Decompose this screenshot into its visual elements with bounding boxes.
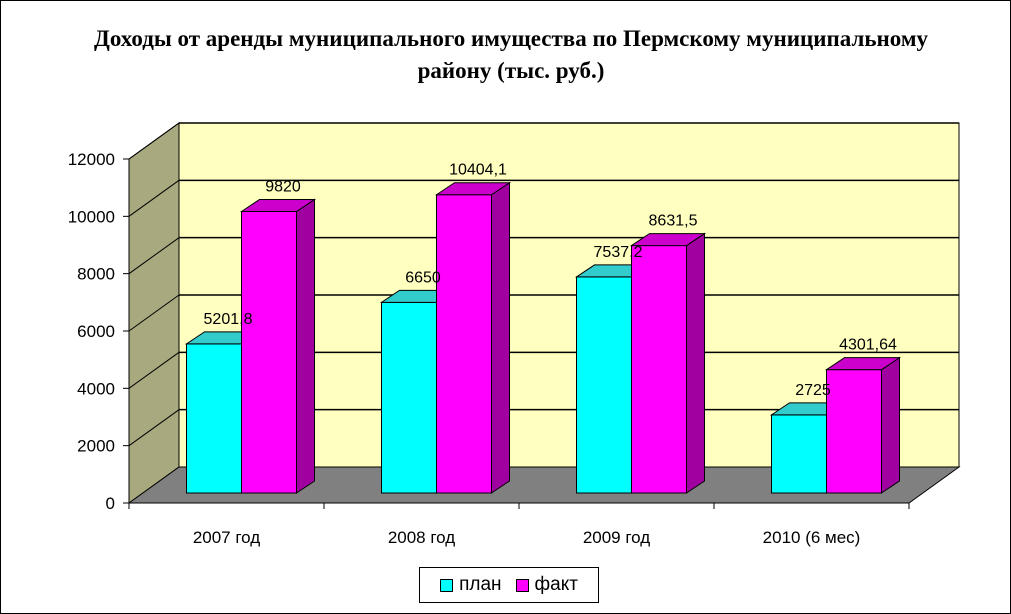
data-label-plan-0: 5201,8	[204, 311, 253, 328]
y-tick-label: 0	[106, 494, 115, 513]
bar-fact-2	[631, 245, 687, 494]
data-label-fact-1: 10404,1	[449, 162, 507, 179]
data-label-fact-2: 8631,5	[649, 213, 698, 230]
y-tick-label: 12000	[68, 150, 115, 169]
data-label-plan-3: 2725	[795, 382, 831, 399]
legend-label-plan: план	[459, 574, 502, 595]
legend-item-fact: факт	[515, 574, 578, 596]
x-tick-label: 2009 год	[583, 528, 650, 547]
legend-item-plan: план	[440, 574, 502, 596]
bar-fact-3	[826, 369, 882, 494]
y-tick-label: 8000	[77, 265, 115, 284]
x-tick-label: 2010 (6 мес)	[763, 528, 861, 547]
y-tick-label: 2000	[77, 437, 115, 456]
bar-top	[629, 233, 707, 247]
gridline-diagonal	[128, 294, 180, 332]
bar-plan-2	[576, 276, 632, 494]
y-tick-label: 4000	[77, 379, 115, 398]
legend: план факт	[419, 567, 599, 603]
y-tick-label: 6000	[77, 322, 115, 341]
data-label-fact-0: 9820	[265, 178, 301, 195]
data-label-plan-1: 6650	[405, 269, 441, 286]
x-tick-label: 2008 год	[388, 528, 455, 547]
bar-side	[491, 181, 510, 494]
gridline-diagonal	[128, 179, 180, 217]
bar-fact-1	[436, 194, 492, 494]
bar-side	[881, 356, 900, 494]
bar-plan-1	[381, 301, 437, 494]
bar-side	[296, 198, 315, 494]
gridline-diagonal	[128, 351, 180, 389]
bar-side	[686, 232, 705, 494]
data-label-fact-3: 4301,64	[839, 337, 897, 354]
data-label-plan-2: 7537,2	[594, 244, 643, 261]
legend-swatch-fact	[515, 578, 529, 592]
bar-top	[239, 198, 317, 212]
gridline-diagonal	[128, 409, 180, 447]
bar-top	[434, 182, 512, 196]
gridline-diagonal	[128, 122, 180, 160]
legend-swatch-plan	[440, 578, 454, 592]
bar-plan-3	[771, 414, 827, 494]
bar-top	[824, 357, 902, 371]
x-tick-label: 2007 год	[193, 528, 260, 547]
y-tick-label: 10000	[68, 207, 115, 226]
bar-fact-0	[241, 210, 297, 494]
legend-label-fact: факт	[534, 574, 578, 595]
chart-title: Доходы от аренды муниципального имуществ…	[94, 26, 928, 83]
bar-plan-0	[186, 343, 242, 494]
gridline-diagonal	[128, 237, 180, 275]
